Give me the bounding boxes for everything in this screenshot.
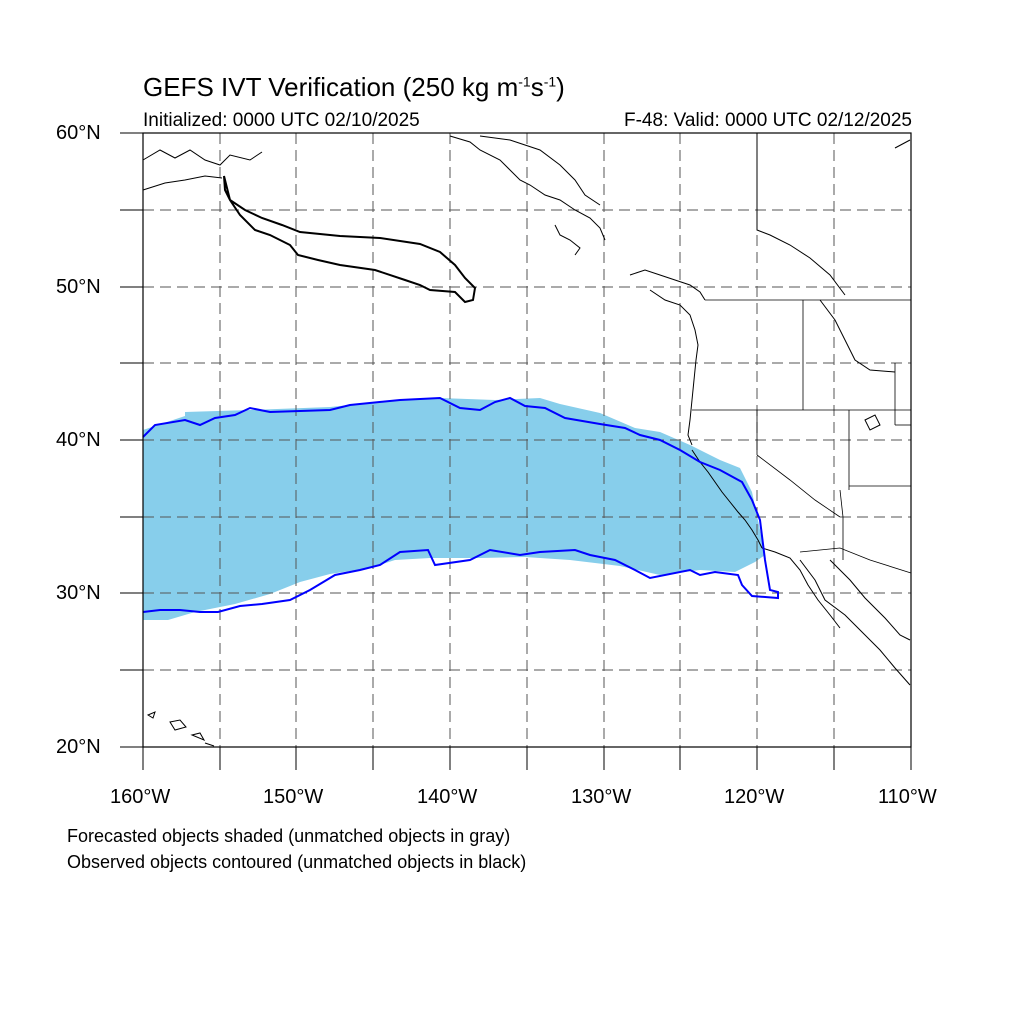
map-title: GEFS IVT Verification (250 kg m-1s-1) bbox=[143, 72, 565, 103]
axis-ticks bbox=[120, 132, 912, 770]
title-mid: s bbox=[530, 72, 544, 102]
graticule bbox=[143, 133, 911, 747]
title-end: ) bbox=[556, 72, 565, 102]
forecast-object bbox=[143, 398, 765, 620]
lon-label-120w: 120°W bbox=[724, 786, 785, 808]
lon-label-110w: 110°W bbox=[878, 786, 937, 808]
title-exp2: -1 bbox=[543, 73, 557, 90]
lon-label-140w: 140°W bbox=[417, 786, 478, 808]
lat-label-50: 50°N bbox=[56, 276, 101, 298]
lat-label-40: 40°N bbox=[56, 429, 101, 451]
initialized-label: Initialized: 0000 UTC 02/10/2025 bbox=[143, 110, 420, 131]
legend-forecast-text: Forecasted objects shaded (unmatched obj… bbox=[67, 826, 511, 846]
lon-label-130w: 130°W bbox=[571, 786, 632, 808]
lon-label-160w: 160°W bbox=[110, 786, 171, 808]
title-main: GEFS IVT Verification (250 kg m bbox=[143, 72, 519, 102]
legend-observed-text: Observed objects contoured (unmatched ob… bbox=[67, 852, 527, 872]
observed-object-matched bbox=[142, 396, 779, 613]
observed-object-unmatched bbox=[223, 175, 477, 304]
state-borders bbox=[692, 299, 912, 574]
lat-label-60: 60°N bbox=[56, 122, 101, 144]
lat-label-20: 20°N bbox=[56, 736, 101, 758]
lon-label-150w: 150°W bbox=[263, 786, 324, 808]
title-exp1: -1 bbox=[518, 73, 531, 90]
coastlines bbox=[142, 133, 911, 747]
lat-label-30: 30°N bbox=[56, 582, 101, 604]
valid-label: F-48: Valid: 0000 UTC 02/12/2025 bbox=[624, 110, 912, 131]
